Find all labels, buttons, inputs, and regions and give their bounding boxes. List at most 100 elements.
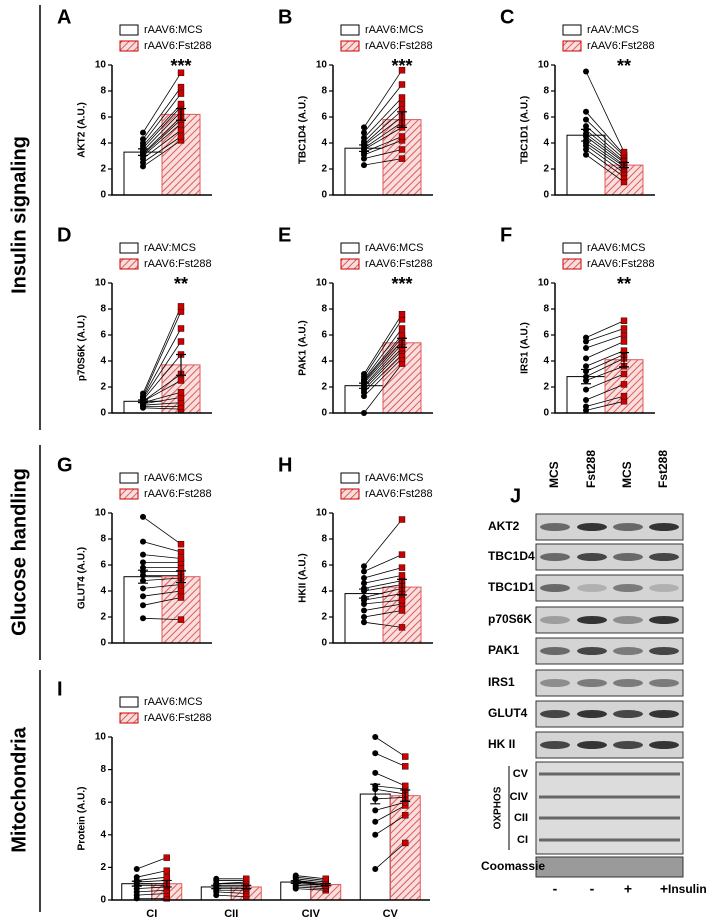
data-point [398,66,406,74]
y-tick-label: 8 [100,304,106,315]
data-point [292,872,299,879]
pair-line [295,876,326,881]
legend-swatch [119,242,139,254]
blot-band [540,741,570,749]
y-tick-label: 4 [543,356,549,367]
data-point [140,129,146,136]
treatment-label: Insulin [668,882,707,896]
error-bar [400,789,411,802]
legend-swatch [340,258,360,270]
pair-line [363,149,403,159]
legend-label: rAAV:MCS [587,24,639,36]
y-axis-label: AKT2 (A.U.) [77,102,88,158]
data-point [177,377,185,384]
blot-band [613,584,643,592]
section-label: Glucose handling [8,468,30,636]
pair-line [142,306,182,394]
data-point [140,615,146,622]
blot-band [613,523,643,531]
pair-line [142,407,182,410]
pair-line [142,577,182,581]
blot-band [613,553,643,561]
axis [111,737,430,901]
pair-line [136,870,167,878]
pair-line [142,86,182,140]
error-bar [619,351,629,368]
pair-line [216,891,247,894]
y-tick-label: 6 [321,330,327,341]
pair-line [142,93,182,144]
blot-band [577,710,607,718]
complex-label: CIV [510,791,529,803]
blot-band [540,523,570,531]
panel-label: H [278,454,292,476]
data-point [620,148,628,156]
data-point [398,155,406,162]
pair-line [363,337,403,383]
blot-band [649,710,679,718]
pair-line [142,391,182,403]
panel-label: J [510,485,521,507]
pair-line [363,350,403,390]
pair-line [363,121,403,149]
y-tick-label: 10 [95,732,107,743]
legend-label: rAAV6:Fst288 [365,258,433,270]
pair-line [363,343,403,386]
data-point [398,596,406,604]
blot-band [649,616,679,624]
blot-band [613,710,643,718]
pair-line [585,125,625,159]
data-point [620,381,628,388]
data-point [361,585,367,592]
y-tick-label: 10 [538,60,550,71]
data-point [398,607,406,614]
y-tick-label: 10 [316,508,328,519]
pair-line [585,111,625,155]
blot-band [540,679,570,687]
pair-line [142,119,182,155]
pair-line [142,341,182,399]
pair-line [375,772,406,787]
treatment-sign: - [553,881,558,897]
data-point [398,100,406,108]
treatment-sign: + [624,881,632,897]
data-point [177,126,185,134]
legend-swatch [562,258,582,270]
legend-swatch [562,242,582,254]
data-point [583,334,589,341]
y-tick-label: 4 [100,586,106,597]
data-point [398,551,406,558]
data-point [140,564,146,571]
pair-line [142,597,182,606]
y-tick-label: 8 [321,86,327,97]
data-point [398,624,406,631]
pair-line [363,599,403,605]
panel-label: G [57,454,73,476]
error-bar [161,879,172,888]
data-point [398,331,406,339]
data-point [620,317,628,324]
pair-line [363,341,403,384]
protein-label: PAK1 [488,643,519,657]
data-point [398,94,406,101]
y-axis-label: GLUT4 (A.U.) [77,547,88,609]
pair-line [142,590,182,597]
pair-line [295,884,326,888]
data-point [372,831,379,838]
data-point [243,875,250,883]
y-tick-label: 8 [543,86,549,97]
blot-band [577,679,607,687]
pair-line [142,397,182,405]
pair-line [375,801,406,811]
y-tick-label: 6 [100,560,106,571]
data-point [583,151,589,158]
y-tick-label: 6 [100,797,106,808]
pair-line [585,365,625,381]
panel-label: F [500,224,512,246]
panel-label: I [57,678,63,700]
y-axis-label: PAK1 (A.U.) [298,320,309,375]
data-point [583,68,589,75]
pair-line [363,588,403,598]
pair-line [363,140,403,156]
legend-swatch [119,258,139,270]
